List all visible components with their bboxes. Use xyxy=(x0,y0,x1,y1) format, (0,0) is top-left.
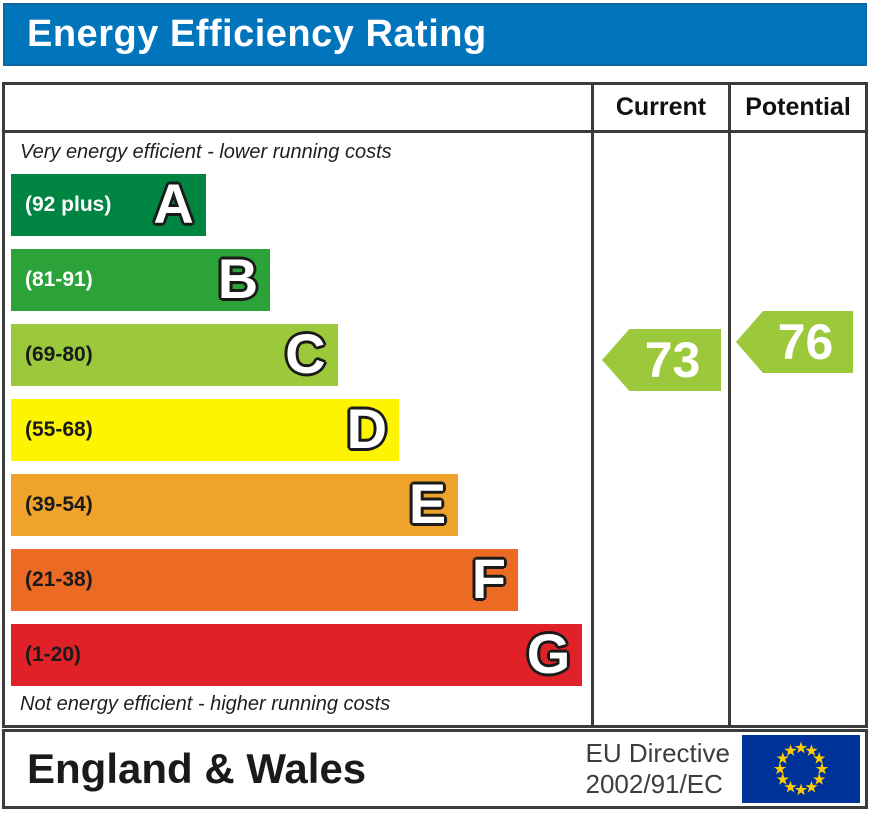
band-bar-c: (69-80) C xyxy=(11,324,338,386)
top-caption: Very energy efficient - lower running co… xyxy=(20,141,392,163)
band-range-a: (92 plus) xyxy=(25,193,112,216)
band-bar-e: (39-54) E xyxy=(11,471,459,536)
band-range-b: (81-91) xyxy=(25,268,93,291)
current-column-header: Current xyxy=(591,85,728,130)
band-range-g: (1-20) xyxy=(25,643,82,666)
table-header-row: Current Potential xyxy=(5,85,865,133)
band-bar-f: (21-38) F xyxy=(11,549,518,611)
header-spacer-cell xyxy=(5,85,591,130)
band-letter-c: C xyxy=(285,321,326,385)
band-range-f: (21-38) xyxy=(25,568,93,591)
table-body-row: Very energy efficient - lower running co… xyxy=(5,133,865,725)
band-row-e: (39-54) E xyxy=(11,474,591,536)
eu-directive-text: EU Directive 2002/91/EC xyxy=(586,738,730,800)
rating-table: Current Potential Very energy efficient … xyxy=(2,82,868,728)
band-row-b: (81-91) B xyxy=(11,249,591,311)
band-row-a: (92 plus) A xyxy=(11,174,591,236)
potential-column-header: Potential xyxy=(728,85,865,130)
band-letter-a: A xyxy=(153,171,194,235)
eu-directive-line1: EU Directive xyxy=(585,737,730,768)
bottom-caption: Not energy efficient - higher running co… xyxy=(20,693,391,715)
band-letter-g: G xyxy=(526,621,571,685)
band-letter-e: E xyxy=(408,471,447,535)
current-rating-cell: 73 xyxy=(591,133,728,725)
current-rating-arrow: 73 xyxy=(602,329,721,391)
potential-rating-cell: 76 xyxy=(728,133,865,725)
band-bar-d: (55-68) D xyxy=(11,396,400,461)
band-letter-b: B xyxy=(217,246,259,310)
band-bar-b: (81-91) B xyxy=(11,246,271,311)
band-range-e: (39-54) xyxy=(25,493,93,516)
band-row-g: (1-20) G xyxy=(11,624,591,686)
eu-directive-line2: 2002/91/EC xyxy=(585,769,723,799)
band-bar-a: (92 plus) A xyxy=(11,174,206,236)
potential-rating-value: 76 xyxy=(777,314,834,370)
bands-chart-area: Very energy efficient - lower running co… xyxy=(5,133,591,725)
band-bar-g: (1-20) G xyxy=(11,621,583,686)
page-title: Energy Efficiency Rating xyxy=(27,13,487,55)
potential-rating-arrow: 76 xyxy=(736,311,853,373)
region-label: England & Wales xyxy=(27,745,367,792)
band-range-d: (55-68) xyxy=(25,418,93,441)
footer-bar: England & Wales EU Directive 2002/91/EC xyxy=(2,729,868,809)
band-letter-f: F xyxy=(471,546,506,610)
band-row-f: (21-38) F xyxy=(11,549,591,611)
current-rating-value: 73 xyxy=(644,332,701,388)
band-row-c: (69-80) C xyxy=(11,324,591,386)
band-letter-d: D xyxy=(346,396,388,460)
title-bar: Energy Efficiency Rating xyxy=(3,3,867,66)
band-row-d: (55-68) D xyxy=(11,399,591,461)
band-range-c: (69-80) xyxy=(25,343,93,366)
eu-flag-icon xyxy=(742,735,860,803)
